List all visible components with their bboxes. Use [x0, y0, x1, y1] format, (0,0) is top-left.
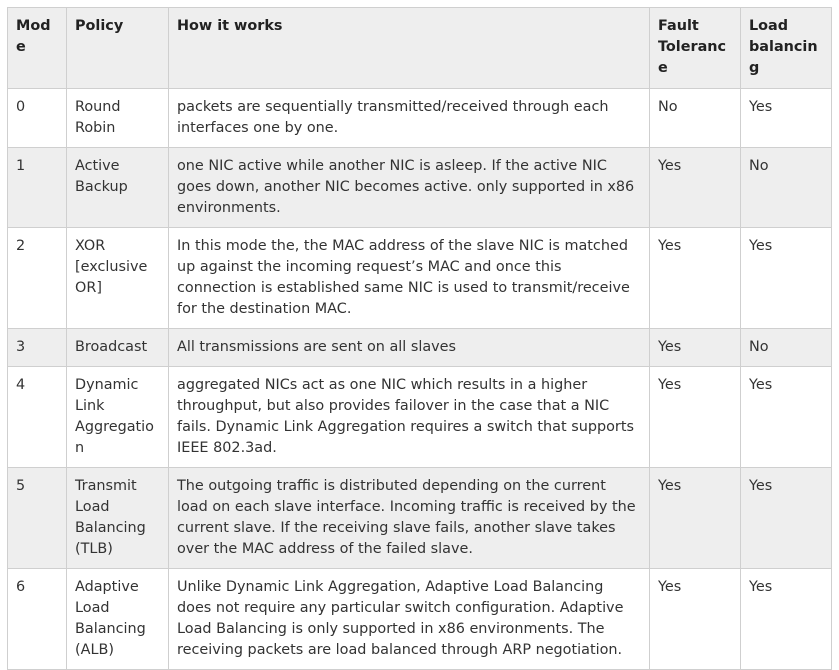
cell-fault-tolerance: No — [649, 88, 741, 148]
table-row: 5 Transmit Load Balancing (TLB) The outg… — [7, 467, 832, 569]
header-policy: Policy — [66, 7, 169, 89]
cell-load-balancing: Yes — [740, 568, 832, 670]
cell-mode: 1 — [7, 147, 67, 228]
cell-load-balancing: Yes — [740, 227, 832, 329]
cell-policy: Adaptive Load Balancing (ALB) — [66, 568, 169, 670]
cell-policy: Round Robin — [66, 88, 169, 148]
cell-policy: Dynamic Link Aggregation — [66, 366, 169, 468]
header-fault-tolerance: Fault Tolerance — [649, 7, 741, 89]
cell-how-it-works: All transmissions are sent on all slaves — [168, 328, 650, 367]
cell-how-it-works: The outgoing traffic is distributed depe… — [168, 467, 650, 569]
cell-how-it-works: aggregated NICs act as one NIC which res… — [168, 366, 650, 468]
table-row: 4 Dynamic Link Aggregation aggregated NI… — [7, 366, 832, 468]
cell-mode: 3 — [7, 328, 67, 367]
cell-policy: Broadcast — [66, 328, 169, 367]
cell-policy: Transmit Load Balancing (TLB) — [66, 467, 169, 569]
cell-mode: 4 — [7, 366, 67, 468]
cell-policy: XOR [exclusive OR] — [66, 227, 169, 329]
cell-fault-tolerance: Yes — [649, 467, 741, 569]
bonding-modes-table: Mode Policy How it works Fault Tolerance… — [7, 7, 832, 670]
header-row: Mode Policy How it works Fault Tolerance… — [7, 7, 832, 89]
cell-mode: 6 — [7, 568, 67, 670]
cell-mode: 2 — [7, 227, 67, 329]
cell-mode: 5 — [7, 467, 67, 569]
cell-fault-tolerance: Yes — [649, 366, 741, 468]
cell-how-it-works: one NIC active while another NIC is asle… — [168, 147, 650, 228]
header-how-it-works: How it works — [168, 7, 650, 89]
table-row: 2 XOR [exclusive OR] In this mode the, t… — [7, 227, 832, 329]
cell-fault-tolerance: Yes — [649, 147, 741, 228]
table-row: 0 Round Robin packets are sequentially t… — [7, 88, 832, 148]
table-row: 1 Active Backup one NIC active while ano… — [7, 147, 832, 228]
cell-how-it-works: In this mode the, the MAC address of the… — [168, 227, 650, 329]
header-mode: Mode — [7, 7, 67, 89]
cell-fault-tolerance: Yes — [649, 227, 741, 329]
cell-fault-tolerance: Yes — [649, 328, 741, 367]
cell-load-balancing: No — [740, 328, 832, 367]
cell-mode: 0 — [7, 88, 67, 148]
cell-fault-tolerance: Yes — [649, 568, 741, 670]
table-row: 6 Adaptive Load Balancing (ALB) Unlike D… — [7, 568, 832, 670]
cell-policy: Active Backup — [66, 147, 169, 228]
cell-load-balancing: Yes — [740, 88, 832, 148]
cell-load-balancing: Yes — [740, 366, 832, 468]
table-row: 3 Broadcast All transmissions are sent o… — [7, 328, 832, 367]
cell-load-balancing: Yes — [740, 467, 832, 569]
cell-how-it-works: Unlike Dynamic Link Aggregation, Adaptiv… — [168, 568, 650, 670]
header-load-balancing: Load balancing — [740, 7, 832, 89]
cell-load-balancing: No — [740, 147, 832, 228]
cell-how-it-works: packets are sequentially transmitted/rec… — [168, 88, 650, 148]
